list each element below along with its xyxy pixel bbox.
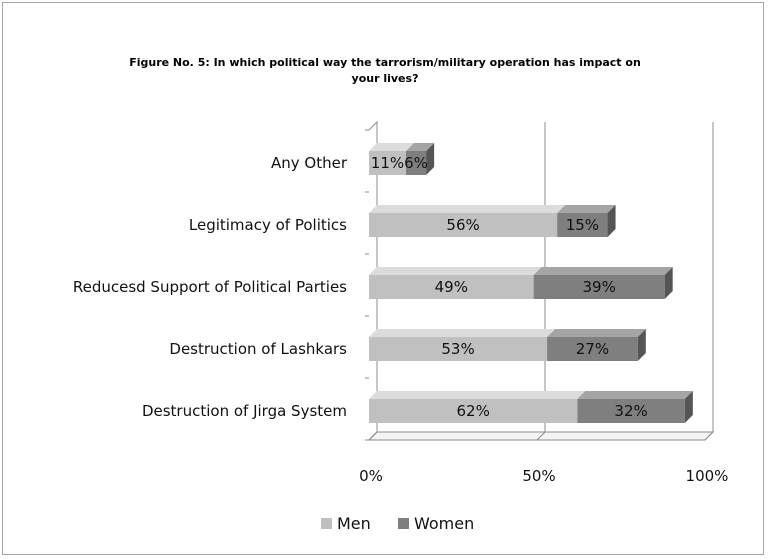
bar-top-face	[369, 205, 566, 213]
bar-women-5	[577, 391, 693, 423]
data-label-women-3: 39%	[582, 278, 615, 296]
bar-front-face	[405, 151, 427, 175]
bar-women-4	[547, 329, 646, 361]
data-label-men-3: 49%	[435, 278, 468, 296]
bar-top-face	[557, 205, 616, 213]
floor-gridline-50	[536, 431, 546, 441]
category-label-3: Reducesd Support of Political Parties	[73, 278, 347, 296]
legend: Men Women	[321, 514, 474, 533]
legend-swatch-women	[398, 518, 409, 529]
x-tick-label-2: 50%	[522, 467, 555, 485]
data-label-men-5: 62%	[456, 402, 489, 420]
bars	[369, 143, 693, 423]
category-axis-labels: Any Other Legitimacy of Politics Reducesd …	[73, 154, 348, 420]
bar-men-1	[369, 143, 414, 175]
bar-side-face	[684, 391, 693, 423]
bar-front-face	[369, 213, 558, 237]
bar-front-face	[369, 399, 578, 423]
bar-side-face	[607, 205, 616, 237]
bar-top-face	[405, 143, 435, 151]
chart-title: Figure No. 5: In which political way the…	[129, 56, 641, 85]
bar-women-2	[557, 205, 616, 237]
bar-front-face	[369, 337, 548, 361]
bar-front-face	[533, 275, 665, 299]
legend-label-women: Women	[414, 514, 474, 533]
bar-side-face	[637, 329, 646, 361]
bar-side-face	[664, 267, 673, 299]
bar-top-face	[533, 267, 673, 275]
data-label-men-4: 53%	[441, 340, 474, 358]
chart-title-line-2: your lives?	[352, 72, 419, 85]
data-label-women-5: 32%	[614, 402, 647, 420]
bar-men-2	[369, 205, 566, 237]
bar-top-face	[547, 329, 646, 337]
legend-item-women: Women	[398, 514, 474, 533]
floor-gridline-0	[368, 431, 378, 441]
category-label-2: Legitimacy of Politics	[189, 216, 347, 234]
bar-top-face	[369, 391, 586, 399]
bar-top-face	[369, 267, 542, 275]
data-label-women-2: 15%	[566, 216, 599, 234]
bar-front-face	[547, 337, 638, 361]
bar-front-face	[577, 399, 685, 423]
category-label-5: Destruction of Jirga System	[142, 402, 347, 420]
bar-front-face	[369, 275, 534, 299]
legend-label-men: Men	[337, 514, 371, 533]
bar-men-3	[369, 267, 542, 299]
data-labels: 11% 6% 56% 15% 49% 39% 53% 27% 62% 32%	[371, 154, 648, 420]
data-label-women-1: 6%	[404, 154, 428, 172]
data-label-men-2: 56%	[446, 216, 479, 234]
bar-women-3	[533, 267, 673, 299]
legend-swatch-men	[321, 518, 332, 529]
bar-women-1	[405, 143, 435, 175]
x-tick-label-3: 100%	[686, 467, 729, 485]
floor-gridline-100	[704, 431, 714, 441]
bar-top-face	[369, 329, 556, 337]
bar-front-face	[369, 151, 406, 175]
bar-men-4	[369, 329, 556, 361]
legend-item-men: Men	[321, 514, 371, 533]
bar-top-face	[577, 391, 693, 399]
bar-side-face	[426, 143, 435, 175]
chart-title-line-1: Figure No. 5: In which political way the…	[129, 56, 641, 69]
data-label-men-1: 11%	[371, 154, 404, 172]
bar-front-face	[557, 213, 608, 237]
x-tick-label-1: 0%	[359, 467, 383, 485]
data-label-women-4: 27%	[576, 340, 609, 358]
bar-men-5	[369, 391, 586, 423]
value-axis-ticks: 0% 50% 100%	[359, 467, 728, 485]
category-label-4: Destruction of Lashkars	[169, 340, 347, 358]
category-label-1: Any Other	[271, 154, 348, 172]
bar-top-face	[369, 143, 414, 151]
